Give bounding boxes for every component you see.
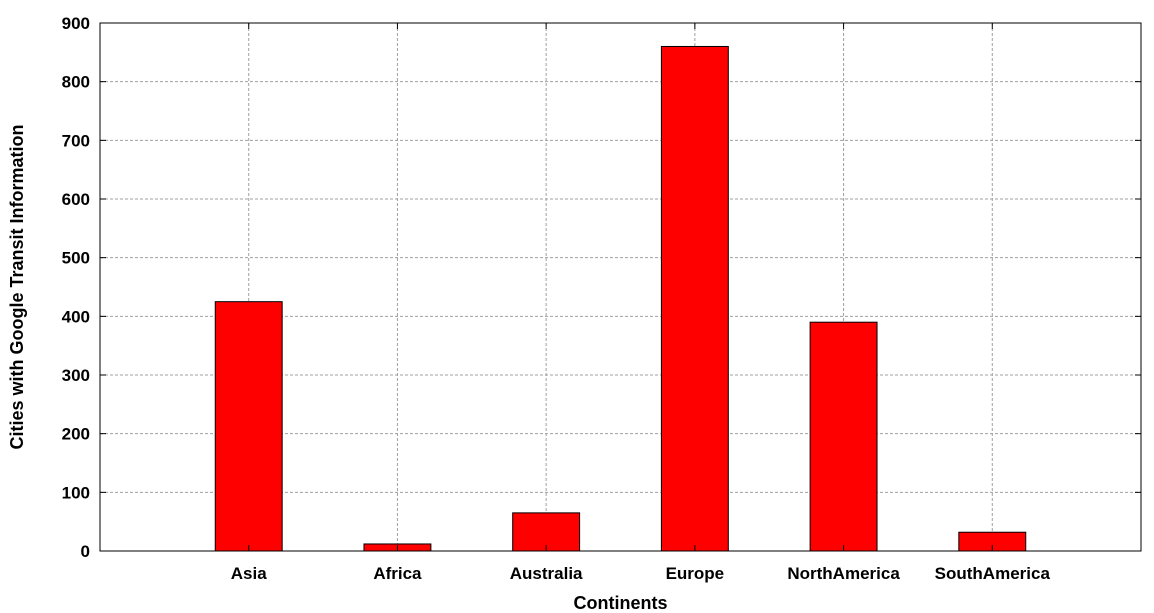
y-tick-label: 200	[62, 425, 90, 444]
y-tick-label: 600	[62, 190, 90, 209]
x-tick-label: Africa	[373, 564, 422, 583]
bar-europe	[660, 45, 729, 552]
x-axis-ticks: Asia Africa Australia Europe NorthAmerica Sou…	[231, 23, 1051, 583]
y-tick-label: 300	[62, 366, 90, 385]
y-tick-label: 700	[62, 131, 90, 150]
x-axis-title: Continents	[574, 593, 668, 613]
x-tick-label: NorthAmerica	[787, 564, 900, 583]
y-tick-label: 100	[62, 483, 90, 502]
x-tick-label: SouthAmerica	[935, 564, 1051, 583]
x-tick-label: Asia	[231, 564, 267, 583]
bars	[214, 45, 1027, 552]
y-tick-label: 0	[81, 542, 90, 561]
y-tick-label: 800	[62, 73, 90, 92]
bar-asia	[214, 301, 283, 552]
bar-northamerica	[809, 321, 878, 552]
y-tick-label: 400	[62, 307, 90, 326]
x-tick-label: Australia	[510, 564, 583, 583]
y-tick-label: 500	[62, 249, 90, 268]
plot-frame	[99, 22, 1142, 552]
y-axis-title: Cities with Google Transit Information	[7, 124, 27, 449]
y-axis-ticks: 0 100 200 300 400 500 600 700 800 900	[62, 14, 1141, 561]
y-tick-label: 900	[62, 14, 90, 33]
x-tick-label: Europe	[666, 564, 725, 583]
